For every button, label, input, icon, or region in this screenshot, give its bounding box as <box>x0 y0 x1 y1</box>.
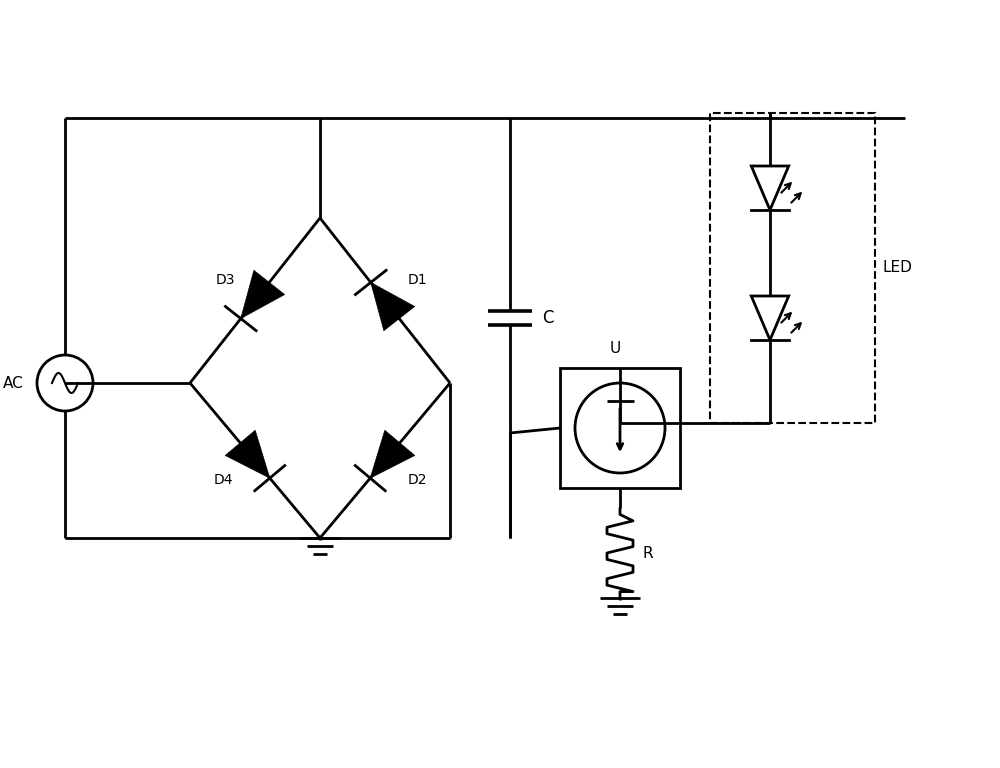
Polygon shape <box>225 430 270 478</box>
Text: R: R <box>642 545 653 561</box>
Text: U: U <box>609 341 621 356</box>
Polygon shape <box>241 270 285 319</box>
Polygon shape <box>370 430 415 478</box>
Bar <box>710 113 875 423</box>
Text: D4: D4 <box>213 474 233 488</box>
Text: AC: AC <box>3 376 23 390</box>
Text: D3: D3 <box>215 273 235 287</box>
Bar <box>560 368 680 488</box>
Text: D2: D2 <box>407 474 427 488</box>
Text: LED: LED <box>883 260 913 276</box>
Polygon shape <box>371 283 415 331</box>
Text: C: C <box>542 309 554 327</box>
Text: D1: D1 <box>407 273 427 287</box>
